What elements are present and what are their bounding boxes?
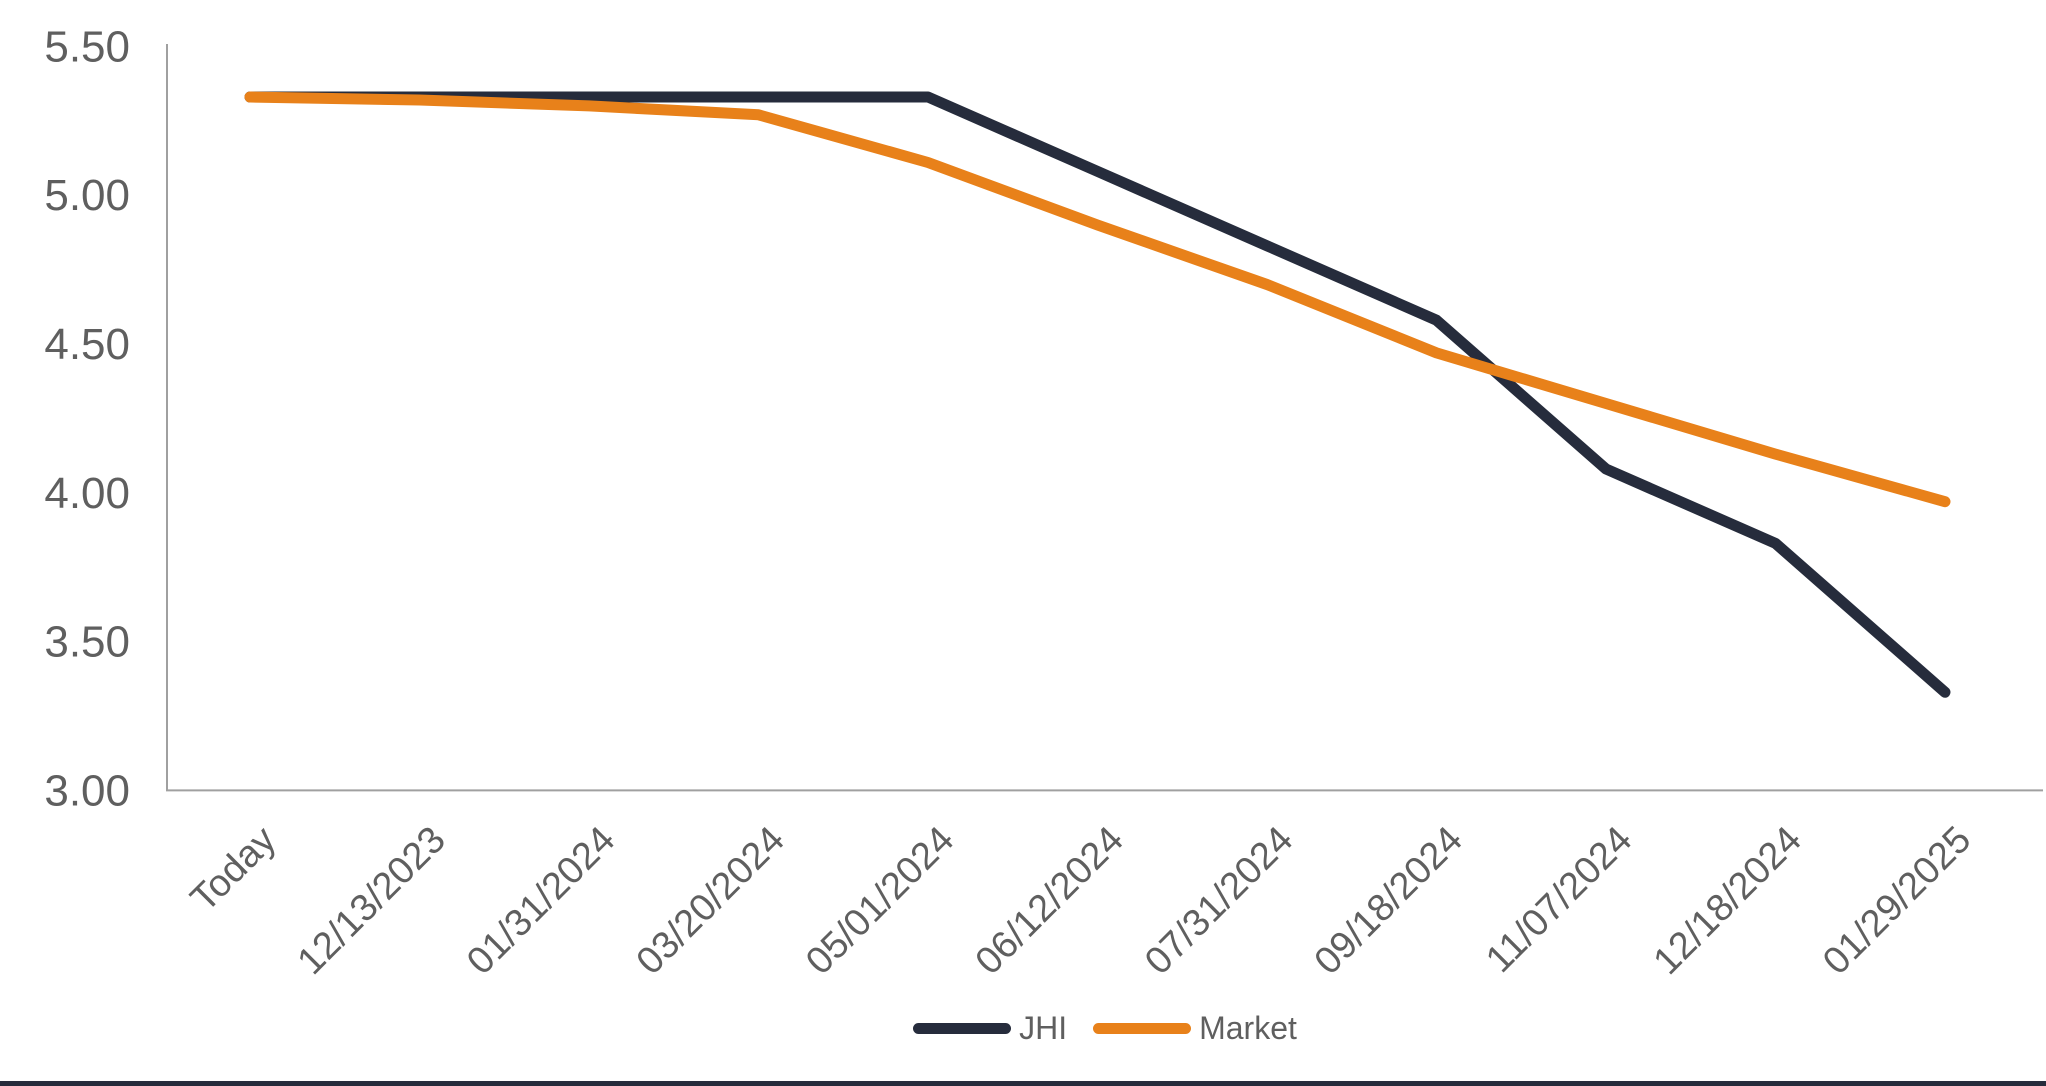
legend: JHI Market (167, 1004, 2043, 1052)
x-tick-label: 07/31/2024 (1137, 819, 1301, 983)
footer-accent-bar (0, 1081, 2046, 1086)
axis-lines (166, 44, 2043, 792)
x-axis-tick-labels: Today 12/13/2023 01/31/2024 03/20/2024 05/01… (183, 819, 1979, 983)
y-tick-label: 5.50 (44, 22, 130, 71)
series-lines (244, 91, 1951, 698)
x-tick-label: 06/12/2024 (968, 819, 1132, 983)
jhi-line-swatch (913, 1022, 1012, 1034)
legend-item-jhi[interactable]: JHI (913, 1012, 1067, 1044)
series-line-jhi (244, 91, 1951, 698)
x-tick-label: 12/18/2024 (1646, 819, 1810, 983)
x-tick-label: 03/20/2024 (629, 819, 793, 983)
legend-item-market[interactable]: Market (1093, 1012, 1297, 1044)
x-tick-label: Today (183, 819, 284, 920)
y-tick-label: 4.50 (44, 320, 130, 369)
y-tick-label: 3.00 (44, 766, 130, 815)
legend-label-market: Market (1199, 1010, 1297, 1046)
y-axis-tick-labels: 3.00 3.50 4.00 4.50 5.00 5.50 (44, 22, 130, 815)
y-tick-label: 3.50 (44, 618, 130, 667)
x-tick-label: 12/13/2023 (290, 819, 454, 983)
legend-label-jhi: JHI (1019, 1010, 1068, 1046)
x-tick-label: 05/01/2024 (798, 819, 962, 983)
x-tick-label: 09/18/2024 (1307, 819, 1471, 983)
market-line-swatch (1093, 1022, 1192, 1034)
y-tick-label: 4.00 (44, 469, 130, 518)
x-tick-label: 11/07/2024 (1478, 819, 1640, 981)
series-line-market (244, 91, 1951, 508)
x-tick-label: 01/31/2024 (459, 819, 623, 983)
axes (166, 44, 2043, 792)
y-tick-label: 5.00 (44, 171, 130, 220)
x-tick-label: 01/29/2025 (1815, 819, 1979, 983)
